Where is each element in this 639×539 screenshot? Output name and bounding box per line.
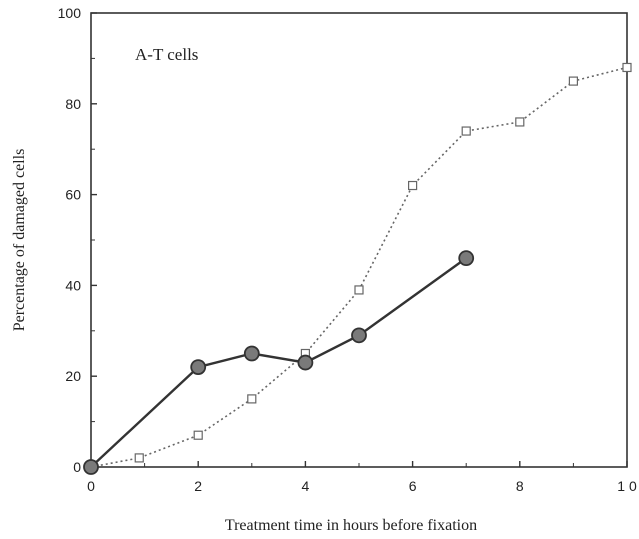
x-axis-ticks: 0 2 4 6 8 1 0 <box>87 461 637 494</box>
x-tick-label: 0 <box>87 478 95 494</box>
data-point-square <box>568 76 579 86</box>
y-tick-label: 20 <box>65 368 81 384</box>
series-dotted-line <box>90 66 628 468</box>
y-tick-label: 40 <box>65 277 81 293</box>
y-tick-label: 80 <box>65 96 81 112</box>
plot-frame <box>90 12 628 468</box>
data-point-circle <box>351 327 367 344</box>
y-axis-title: Percentage of damaged cells <box>11 149 28 332</box>
data-point-square <box>193 430 203 440</box>
data-point-square <box>247 394 257 404</box>
data-point-square <box>408 180 418 191</box>
y-axis-ticks: 0 20 40 60 80 100 <box>58 5 97 475</box>
data-point-circle <box>297 354 314 371</box>
y-tick-label: 100 <box>58 5 82 21</box>
x-tick-label: 2 <box>194 478 202 494</box>
data-point-square <box>461 126 471 136</box>
plot-border <box>90 12 628 468</box>
data-point-circle <box>190 359 207 376</box>
y-tick-label: 60 <box>65 187 81 203</box>
data-point-square <box>134 453 144 463</box>
data-point-square <box>515 117 525 127</box>
chart-annotation: A-T cells <box>135 45 198 64</box>
y-tick-label: 0 <box>73 459 81 475</box>
x-tick-label: 6 <box>409 478 417 494</box>
data-point-circle <box>83 459 99 475</box>
series-solid-line <box>90 257 467 468</box>
x-tick-label: 8 <box>516 478 524 494</box>
data-point-circle <box>243 345 260 362</box>
series-layer <box>83 62 632 475</box>
data-point-square <box>622 62 632 73</box>
x-axis-title: Treatment time in hours before fixation <box>225 517 477 534</box>
data-point-circle <box>458 250 475 267</box>
x-tick-label: 4 <box>302 478 310 494</box>
x-tick-label: 1 0 <box>617 478 637 494</box>
data-point-square <box>354 285 364 295</box>
